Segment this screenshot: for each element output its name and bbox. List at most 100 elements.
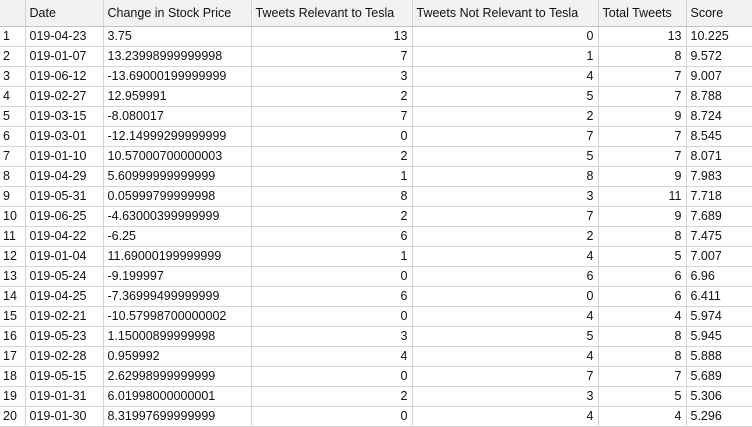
row-number[interactable]: 14 <box>0 286 26 307</box>
table-row[interactable]: 9 019-05-31 0.05999799999998 8 3 11 7.718 <box>0 186 752 207</box>
total-tweets-cell[interactable]: 7 <box>598 366 687 387</box>
column-header-score[interactable]: Score <box>686 0 752 27</box>
change-in-stock-price-cell[interactable]: 12.959991 <box>103 86 252 107</box>
row-number[interactable]: 19 <box>0 386 26 407</box>
column-header-tweets-relevant[interactable]: Tweets Relevant to Tesla <box>251 0 413 27</box>
tweets-not-relevant-cell[interactable]: 1 <box>412 46 599 67</box>
score-cell[interactable]: 5.306 <box>686 386 752 407</box>
tweets-relevant-cell[interactable]: 0 <box>251 406 413 427</box>
tweets-not-relevant-cell[interactable]: 4 <box>412 306 599 327</box>
total-tweets-cell[interactable]: 5 <box>598 246 687 267</box>
change-in-stock-price-cell[interactable]: 6.01998000000001 <box>103 386 252 407</box>
table-row[interactable]: 12 019-01-04 11.69000199999999 1 4 5 7.007 <box>0 246 752 267</box>
table-row[interactable]: 3 019-06-12 -13.69000199999999 3 4 7 9.007 <box>0 66 752 87</box>
change-in-stock-price-cell[interactable]: 13.23998999999998 <box>103 46 252 67</box>
tweets-not-relevant-cell[interactable]: 4 <box>412 246 599 267</box>
change-in-stock-price-cell[interactable]: -10.57998700000002 <box>103 306 252 327</box>
row-number[interactable]: 4 <box>0 86 26 107</box>
row-number[interactable]: 10 <box>0 206 26 227</box>
tweets-relevant-cell[interactable]: 0 <box>251 126 413 147</box>
score-cell[interactable]: 5.888 <box>686 346 752 367</box>
tweets-not-relevant-cell[interactable]: 7 <box>412 366 599 387</box>
date-cell[interactable]: 019-01-07 <box>25 46 104 67</box>
tweets-relevant-cell[interactable]: 3 <box>251 326 413 347</box>
date-cell[interactable]: 019-03-01 <box>25 126 104 147</box>
row-number[interactable]: 15 <box>0 306 26 327</box>
table-row[interactable]: 5 019-03-15 -8.080017 7 2 9 8.724 <box>0 106 752 127</box>
tweets-relevant-cell[interactable]: 0 <box>251 266 413 287</box>
table-row[interactable]: 10 019-06-25 -4.63000399999999 2 7 9 7.689 <box>0 206 752 227</box>
table-row[interactable]: 19 019-01-31 6.01998000000001 2 3 5 5.306 <box>0 386 752 407</box>
total-tweets-cell[interactable]: 8 <box>598 346 687 367</box>
table-row[interactable]: 18 019-05-15 2.62998999999999 0 7 7 5.689 <box>0 366 752 387</box>
total-tweets-cell[interactable]: 9 <box>598 206 687 227</box>
date-cell[interactable]: 019-06-12 <box>25 66 104 87</box>
date-cell[interactable]: 019-06-25 <box>25 206 104 227</box>
date-cell[interactable]: 019-04-25 <box>25 286 104 307</box>
change-in-stock-price-cell[interactable]: 8.31997699999999 <box>103 406 252 427</box>
total-tweets-cell[interactable]: 4 <box>598 406 687 427</box>
date-cell[interactable]: 019-04-23 <box>25 26 104 47</box>
total-tweets-cell[interactable]: 7 <box>598 66 687 87</box>
row-number[interactable]: 3 <box>0 66 26 87</box>
tweets-not-relevant-cell[interactable]: 5 <box>412 326 599 347</box>
score-cell[interactable]: 6.411 <box>686 286 752 307</box>
table-row[interactable]: 4 019-02-27 12.959991 2 5 7 8.788 <box>0 86 752 107</box>
date-cell[interactable]: 019-05-15 <box>25 366 104 387</box>
row-number[interactable]: 6 <box>0 126 26 147</box>
tweets-not-relevant-cell[interactable]: 4 <box>412 66 599 87</box>
date-cell[interactable]: 019-02-21 <box>25 306 104 327</box>
change-in-stock-price-cell[interactable]: 11.69000199999999 <box>103 246 252 267</box>
tweets-not-relevant-cell[interactable]: 2 <box>412 106 599 127</box>
score-cell[interactable]: 8.724 <box>686 106 752 127</box>
total-tweets-cell[interactable]: 7 <box>598 126 687 147</box>
total-tweets-cell[interactable]: 7 <box>598 146 687 167</box>
date-cell[interactable]: 019-05-24 <box>25 266 104 287</box>
row-number[interactable]: 20 <box>0 406 26 427</box>
table-row[interactable]: 15 019-02-21 -10.57998700000002 0 4 4 5.974 <box>0 306 752 327</box>
tweets-relevant-cell[interactable]: 7 <box>251 106 413 127</box>
tweets-not-relevant-cell[interactable]: 7 <box>412 126 599 147</box>
tweets-relevant-cell[interactable]: 4 <box>251 346 413 367</box>
column-header-total-tweets[interactable]: Total Tweets <box>598 0 687 27</box>
total-tweets-cell[interactable]: 11 <box>598 186 687 207</box>
table-row[interactable]: 8 019-04-29 5.60999999999999 1 8 9 7.983 <box>0 166 752 187</box>
table-row[interactable]: 1 019-04-23 3.75 13 0 13 10.225 <box>0 26 752 47</box>
tweets-not-relevant-cell[interactable]: 7 <box>412 206 599 227</box>
date-cell[interactable]: 019-01-31 <box>25 386 104 407</box>
tweets-not-relevant-cell[interactable]: 4 <box>412 346 599 367</box>
tweets-not-relevant-cell[interactable]: 3 <box>412 186 599 207</box>
column-header-date[interactable]: Date <box>25 0 104 27</box>
table-row[interactable]: 7 019-01-10 10.57000700000003 2 5 7 8.071 <box>0 146 752 167</box>
table-row[interactable]: 2 019-01-07 13.23998999999998 7 1 8 9.572 <box>0 46 752 67</box>
score-cell[interactable]: 10.225 <box>686 26 752 47</box>
tweets-relevant-cell[interactable]: 7 <box>251 46 413 67</box>
tweets-relevant-cell[interactable]: 2 <box>251 386 413 407</box>
tweets-not-relevant-cell[interactable]: 0 <box>412 26 599 47</box>
score-cell[interactable]: 7.475 <box>686 226 752 247</box>
tweets-not-relevant-cell[interactable]: 3 <box>412 386 599 407</box>
date-cell[interactable]: 019-02-27 <box>25 86 104 107</box>
tweets-relevant-cell[interactable]: 0 <box>251 366 413 387</box>
total-tweets-cell[interactable]: 8 <box>598 46 687 67</box>
change-in-stock-price-cell[interactable]: 2.62998999999999 <box>103 366 252 387</box>
table-row[interactable]: 11 019-04-22 -6.25 6 2 8 7.475 <box>0 226 752 247</box>
score-cell[interactable]: 5.945 <box>686 326 752 347</box>
table-row[interactable]: 17 019-02-28 0.959992 4 4 8 5.888 <box>0 346 752 367</box>
row-number[interactable]: 9 <box>0 186 26 207</box>
column-header-tweets-not-relevant[interactable]: Tweets Not Relevant to Tesla <box>412 0 599 27</box>
total-tweets-cell[interactable]: 4 <box>598 306 687 327</box>
change-in-stock-price-cell[interactable]: -12.14999299999999 <box>103 126 252 147</box>
score-cell[interactable]: 9.572 <box>686 46 752 67</box>
date-cell[interactable]: 019-04-22 <box>25 226 104 247</box>
tweets-relevant-cell[interactable]: 0 <box>251 306 413 327</box>
change-in-stock-price-cell[interactable]: -13.69000199999999 <box>103 66 252 87</box>
tweets-relevant-cell[interactable]: 13 <box>251 26 413 47</box>
score-cell[interactable]: 5.689 <box>686 366 752 387</box>
table-row[interactable]: 16 019-05-23 1.15000899999998 3 5 8 5.945 <box>0 326 752 347</box>
date-cell[interactable]: 019-01-10 <box>25 146 104 167</box>
row-number[interactable]: 12 <box>0 246 26 267</box>
total-tweets-cell[interactable]: 9 <box>598 166 687 187</box>
tweets-not-relevant-cell[interactable]: 0 <box>412 286 599 307</box>
tweets-not-relevant-cell[interactable]: 4 <box>412 406 599 427</box>
